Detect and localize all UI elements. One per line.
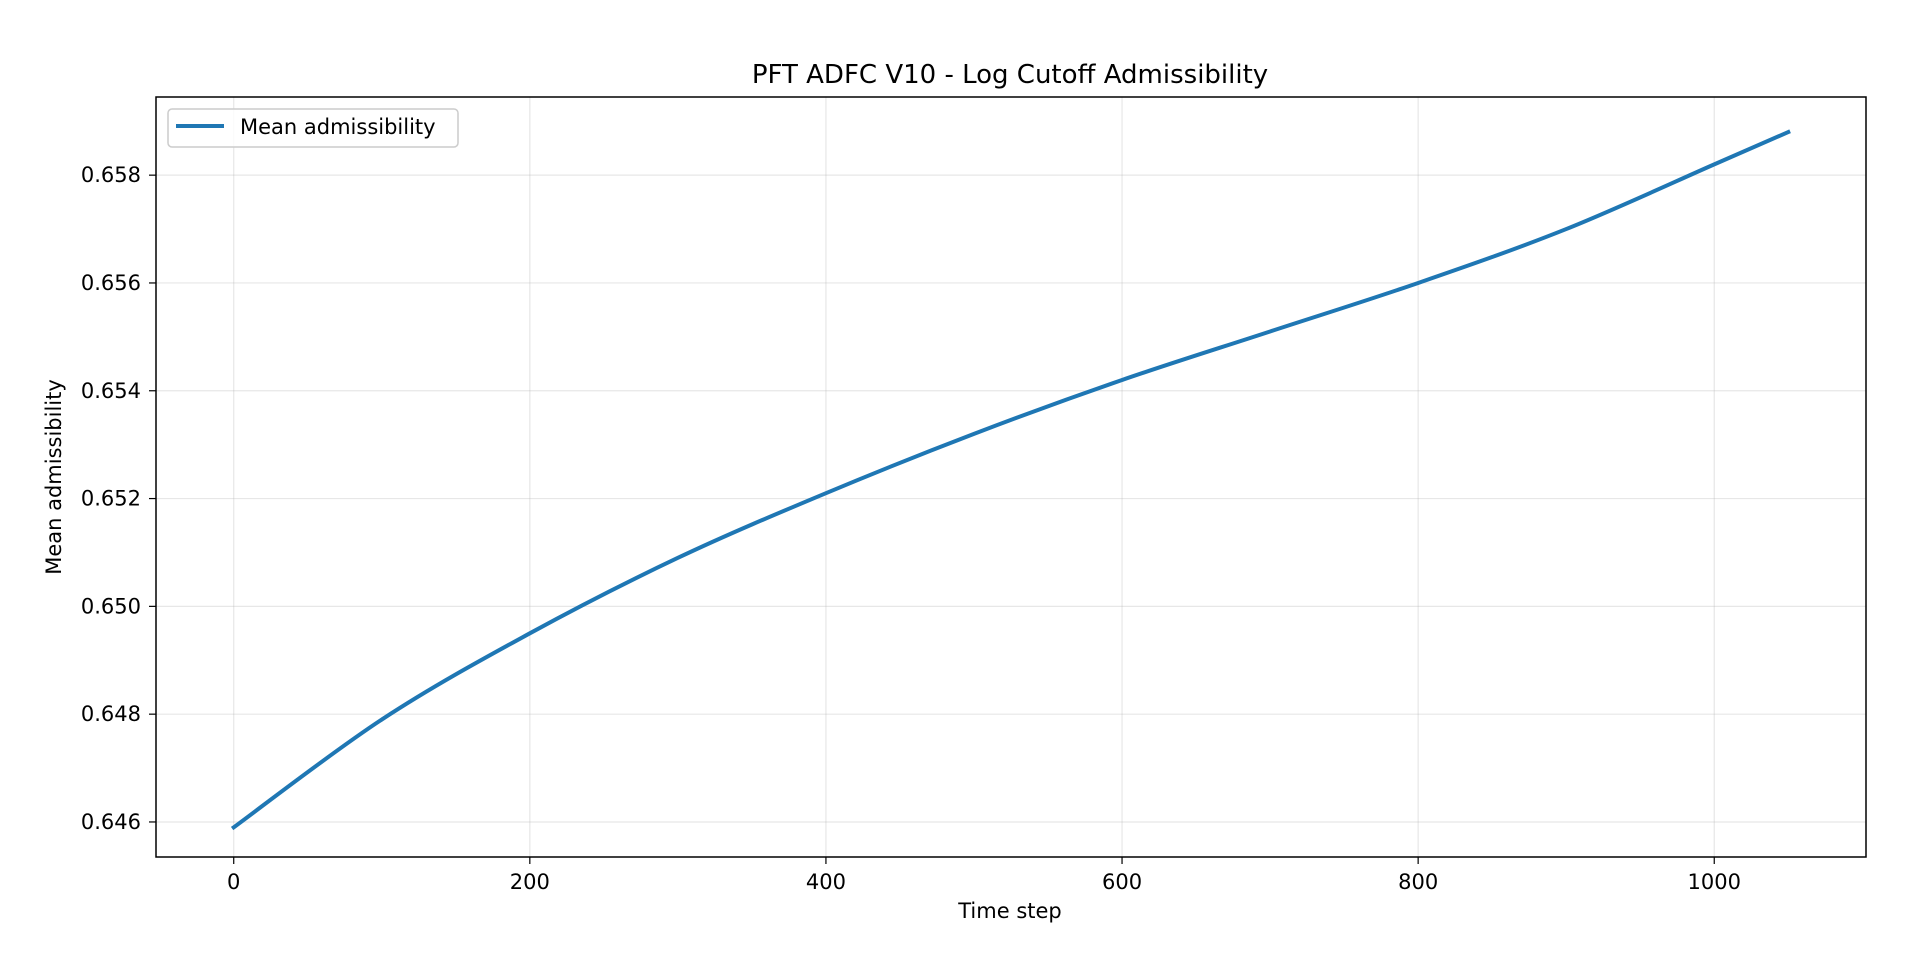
y-tick-label: 0.652 — [81, 487, 141, 511]
y-axis: 0.646 0.648 0.650 0.652 0.654 0.656 0.658 — [81, 163, 156, 834]
grid — [156, 97, 1866, 857]
legend-box — [167, 108, 459, 148]
y-tick-label: 0.658 — [81, 163, 141, 187]
x-tick-label: 400 — [806, 870, 846, 894]
x-axis: 0 200 400 600 800 1000 — [227, 857, 1741, 894]
legend: Mean admissibility — [167, 108, 459, 148]
x-tick-label: 600 — [1102, 870, 1142, 894]
plot-frame — [155, 96, 1867, 858]
y-tick-label: 0.650 — [81, 594, 141, 618]
y-tick-label: 0.646 — [81, 810, 141, 834]
y-tick-label: 0.656 — [81, 271, 141, 295]
plot-area — [230, 129, 1791, 831]
y-tick-label: 0.654 — [81, 379, 141, 403]
y-tick-label: 0.648 — [81, 702, 141, 726]
series-line-mean-admissibility — [230, 129, 1791, 831]
x-tick-label: 1000 — [1688, 870, 1741, 894]
x-tick-label: 800 — [1398, 870, 1438, 894]
x-tick-label: 0 — [227, 870, 240, 894]
x-axis-label: Time step — [957, 899, 1062, 923]
x-tick-label: 200 — [510, 870, 550, 894]
chart-title: PFT ADFC V10 - Log Cutoff Admissibility — [752, 60, 1268, 90]
y-axis-label: Mean admissibility — [42, 379, 66, 575]
legend-label: Mean admissibility — [240, 115, 436, 139]
